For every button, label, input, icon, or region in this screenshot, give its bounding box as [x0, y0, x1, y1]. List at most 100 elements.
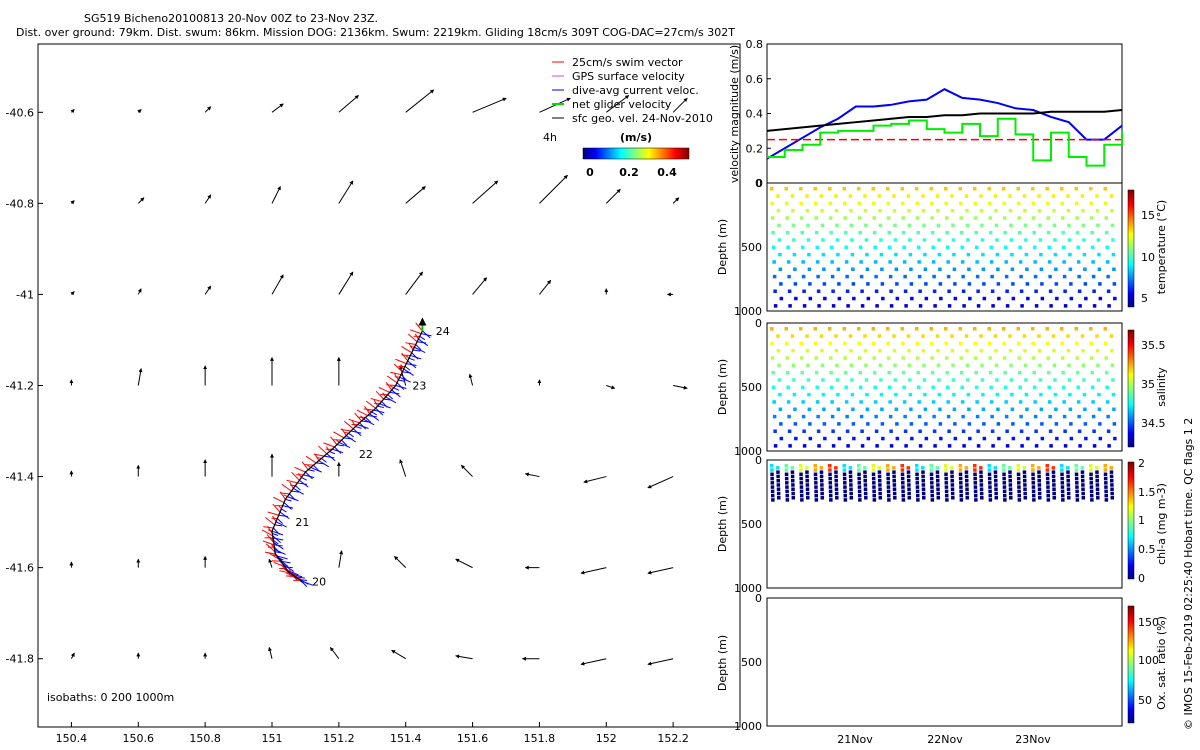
profile-dot — [967, 407, 971, 412]
vel-tick-label: 0.2 — [746, 142, 764, 155]
profile-dot — [960, 400, 965, 404]
profile-dot — [886, 327, 890, 331]
current-velocity-vector — [371, 411, 378, 416]
profile-dot — [1017, 481, 1021, 485]
profile-dot — [1109, 478, 1114, 483]
profile-dot — [1011, 296, 1016, 301]
current-velocity-vector — [329, 451, 336, 455]
profile-dot — [973, 341, 977, 346]
profile-dot — [965, 363, 970, 368]
profile-dot — [980, 378, 985, 382]
profile-dot — [863, 208, 868, 213]
profile-dot — [1075, 498, 1080, 502]
profile-dot — [799, 485, 804, 489]
profile-dot — [889, 289, 893, 293]
profile-dot — [962, 304, 966, 308]
profile-dot — [901, 489, 905, 494]
profile-dot — [1053, 238, 1057, 242]
current-vector — [672, 197, 680, 204]
profile-dot — [903, 274, 907, 279]
profile-dot — [1023, 487, 1027, 491]
profile-dot — [921, 194, 925, 198]
profile-dot — [779, 282, 783, 286]
profile-dot — [958, 468, 963, 472]
profile-dot — [887, 245, 892, 250]
profile-dot — [1051, 194, 1056, 198]
profile-dot — [802, 304, 807, 308]
current-vector — [268, 646, 273, 659]
profile-dot — [1083, 407, 1087, 412]
profile-dot — [1106, 429, 1111, 433]
profile-dot — [1068, 252, 1072, 257]
profile-dot — [778, 392, 782, 397]
velocity-ylabel: velocity magnitude (m/s) — [728, 45, 741, 183]
profile-dot — [993, 334, 998, 338]
profile-dot — [1089, 187, 1093, 191]
profile-dot — [813, 476, 818, 481]
current-vector — [539, 97, 571, 113]
profile-dot — [1083, 422, 1088, 426]
profile-dot — [965, 223, 970, 228]
profile-dot — [994, 483, 998, 487]
profile-dot — [936, 483, 940, 487]
profile-dot — [1037, 470, 1041, 474]
profile-dot — [916, 245, 921, 250]
profile-dot — [995, 392, 1000, 397]
profile-dot — [892, 348, 897, 353]
profile-dot — [929, 476, 934, 481]
profile-dot — [790, 194, 795, 198]
profile-dot — [951, 238, 956, 242]
swim-vector — [356, 409, 368, 416]
profile-dot — [906, 334, 911, 338]
profile-dot — [950, 483, 955, 487]
profile-dot — [1061, 385, 1066, 390]
day-label: 22 — [359, 448, 373, 461]
profile-dot — [800, 370, 804, 375]
profile-dot — [805, 487, 810, 491]
profile-dot — [937, 378, 941, 382]
profile-dot — [794, 436, 798, 441]
profile-dot — [814, 230, 819, 235]
profile-dot — [1089, 341, 1093, 346]
profile-dot — [1049, 444, 1053, 448]
profile-dot — [1040, 296, 1045, 301]
profile-dot — [1033, 260, 1037, 264]
profile-dot — [880, 407, 884, 412]
profile-dot — [816, 289, 821, 293]
profile-dot — [836, 407, 841, 412]
profile-dot — [924, 296, 929, 301]
profile-dot — [874, 274, 878, 279]
profile-dot — [857, 327, 861, 331]
profile-dot — [802, 289, 806, 293]
swim-vector — [393, 363, 403, 373]
profile-dot — [801, 414, 806, 419]
profile-dot — [770, 464, 774, 468]
profile-dot — [929, 201, 934, 206]
profile-dot — [1045, 341, 1050, 346]
swim-vector — [365, 400, 376, 409]
profile-dot — [900, 472, 905, 477]
profile-dot — [1089, 481, 1094, 485]
colorbar-tick: 0.4 — [657, 166, 677, 179]
profile-dot — [805, 334, 809, 338]
profile-dot — [958, 201, 963, 206]
profile-dot — [878, 348, 882, 353]
swim-vector — [323, 442, 335, 448]
oxygen-colorbar — [1127, 605, 1135, 724]
profile-dot — [988, 230, 993, 235]
profile-dot — [1084, 436, 1088, 441]
profile-dot — [1004, 400, 1008, 404]
profile-dot — [1023, 496, 1028, 500]
profile-dot — [828, 341, 832, 346]
current-vector — [268, 558, 273, 568]
profile-dot — [979, 194, 983, 198]
profile-dot — [851, 422, 856, 426]
profile-dot — [842, 187, 846, 191]
profile-dot — [1104, 498, 1109, 502]
profile-dot — [901, 356, 905, 360]
profile-dot — [1095, 348, 1100, 353]
y-tick-label: -40.8 — [6, 197, 34, 210]
y-tick-label: -41.2 — [6, 380, 34, 393]
profile-dot — [886, 481, 891, 485]
